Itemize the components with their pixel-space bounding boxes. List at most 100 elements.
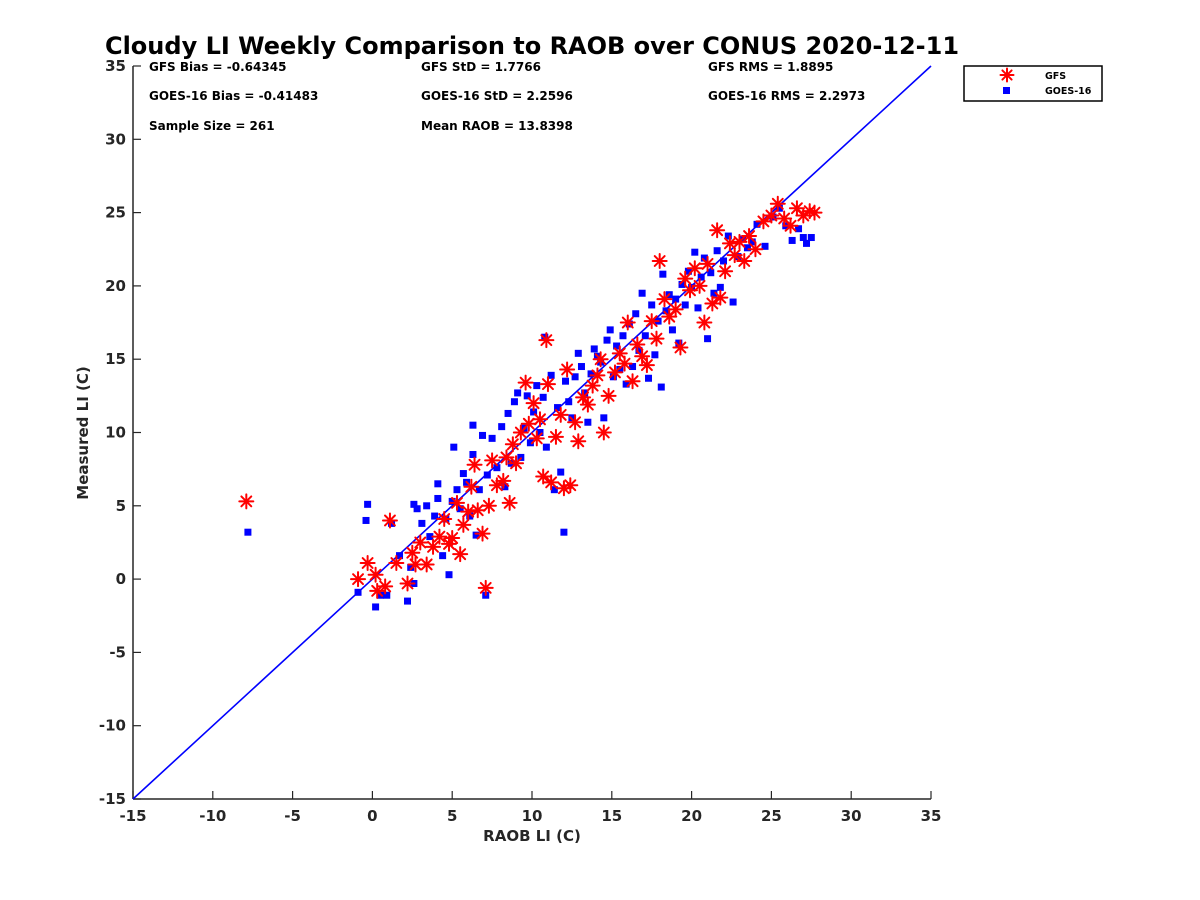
gfs-point [552,406,569,423]
gfs-point [488,477,505,494]
gfs-point [592,351,609,368]
x-tick-label: 10 [522,807,543,825]
gfs-point [425,538,442,555]
y-tick-label: -5 [109,643,126,661]
goes-point [788,236,796,244]
goes-point [600,414,608,422]
gfs-point [589,367,606,384]
x-tick-label: -5 [284,807,301,825]
gfs-point [686,260,703,277]
goes-point [729,298,737,306]
goes-point [641,332,649,340]
goes-point [645,374,653,382]
goes-point [407,563,415,571]
goes-point [488,434,496,442]
goes-point [691,248,699,256]
gfs-point [755,213,772,230]
goes-point [554,404,562,412]
goes-point [364,500,372,508]
goes-point [426,533,434,541]
gfs-point [404,544,421,561]
gfs-point [736,252,753,269]
stat-goes-std: GOES-16 StD = 2.2596 [421,89,573,103]
legend-gfs-asterisk [999,67,1015,83]
goes-point [533,382,541,390]
gfs-point [535,468,552,485]
gfs-point [367,566,384,583]
gfs-point [477,579,494,596]
gfs-point [359,554,376,571]
gfs-point [651,252,668,269]
gfs-point [648,330,665,347]
goes-point [606,326,614,334]
gfs-point [501,494,518,511]
goes-point [547,371,555,379]
gfs-point [484,452,501,469]
x-tick-label: 15 [601,807,622,825]
gfs-point [667,301,684,318]
gfs-point [377,578,394,595]
gfs-point [584,377,601,394]
gfs-point [672,339,689,356]
goes-point [439,552,447,560]
legend: GFS GOES-16 [963,65,1103,102]
goes-point [720,257,728,265]
goes-point [675,339,683,347]
goes-point [587,370,595,378]
gfs-point [480,497,497,514]
goes-point [632,310,640,318]
gfs-point [595,424,612,441]
gfs-point [656,291,673,308]
y-tick-label: 35 [105,57,126,75]
goes-point [668,326,676,334]
gfs-point [431,528,448,545]
goes-point [510,398,518,406]
goes-point [651,351,659,359]
plot-area: -15 -10 -5 0 5 10 15 20 25 30 35 -15 -10 -5 0 5 10 15 20 25… [99,57,942,825]
gfs-point [643,313,660,330]
gfs-point [412,534,429,551]
gfs-point [567,414,584,431]
goes-point [445,571,453,579]
goes-point [684,267,692,275]
goes-point [354,588,362,596]
gfs-point [741,228,758,245]
goes-point [501,483,509,491]
goes-point [638,289,646,297]
gfs-point [517,374,534,391]
goes-point [479,431,487,439]
goes-point [504,409,512,417]
gfs-point [677,270,694,287]
goes-point [574,349,582,357]
x-tick-label: 5 [447,807,457,825]
x-tick-label: 35 [921,807,942,825]
gfs-point [460,503,477,520]
legend-box [963,65,1103,102]
goes-point [704,335,712,343]
x-tick-label: 20 [681,807,702,825]
stat-gfs-rms: GFS RMS = 1.8895 [708,60,833,74]
goes-point [469,450,477,458]
goes-point [493,464,501,472]
goes-point [459,470,467,478]
gfs-point [399,575,416,592]
goes-point [434,494,442,502]
y-tick-label: 10 [105,424,126,442]
gfs-point [531,411,548,428]
goes-point [584,418,592,426]
gfs-point [495,472,512,489]
gfs-point [520,415,537,432]
goes-point [657,383,665,391]
x-axis-label: RAOB LI (C) [483,827,581,845]
gfs-point [452,546,469,563]
legend-goes-label: GOES-16 [1045,86,1092,97]
goes-point [423,502,431,510]
gfs-point [600,387,617,404]
goes-point [662,307,670,315]
goes-point [648,301,656,309]
goes-point [372,603,380,611]
x-tick-label: 0 [367,807,377,825]
gfs-point [538,332,555,349]
gfs-point [769,195,786,212]
